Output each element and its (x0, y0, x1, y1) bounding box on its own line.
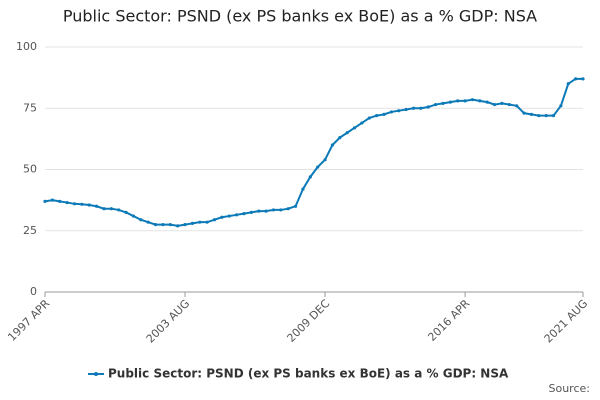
x-tick-label: 2009 DEC (285, 297, 333, 345)
x-tick-label: 2016 APR (425, 297, 472, 344)
data-point (426, 105, 430, 109)
data-point (227, 214, 231, 218)
x-tick-label: 2021 AUG (542, 297, 591, 346)
data-point (411, 106, 416, 110)
data-point (308, 175, 312, 179)
data-point (153, 223, 158, 227)
data-point (139, 218, 143, 222)
data-point (80, 202, 84, 206)
data-point (242, 212, 246, 216)
data-point (338, 136, 342, 140)
data-point (109, 207, 113, 211)
data-point (117, 208, 121, 212)
data-point (434, 102, 438, 107)
data-point (131, 214, 136, 218)
chart-title: Public Sector: PSND (ex PS banks ex BoE)… (63, 7, 537, 26)
data-point (463, 99, 467, 103)
x-tick-label: 2003 AUG (144, 297, 193, 346)
data-point (375, 114, 379, 118)
data-point (404, 107, 408, 112)
data-point (168, 223, 172, 227)
data-point (249, 210, 253, 214)
data-point (382, 112, 386, 116)
data-point (456, 99, 460, 103)
data-point (72, 202, 77, 206)
data-point (330, 143, 335, 147)
data-point (389, 110, 393, 114)
data-point (507, 102, 511, 107)
data-point (478, 99, 482, 103)
data-point (161, 223, 165, 227)
data-point (235, 213, 239, 217)
data-point (190, 221, 194, 225)
data-point (566, 82, 570, 86)
data-point (360, 121, 364, 125)
y-tick-label: 100 (16, 40, 37, 53)
data-point (205, 220, 209, 224)
data-point (544, 114, 548, 118)
data-point (212, 218, 217, 222)
data-point (485, 100, 489, 104)
data-point (65, 200, 69, 205)
data-point (58, 199, 62, 203)
data-point (352, 126, 357, 130)
data-point (581, 77, 585, 81)
y-tick-label: 0 (30, 285, 37, 298)
data-point (183, 223, 187, 227)
data-point (522, 111, 526, 115)
data-point (279, 208, 283, 212)
data-point (448, 100, 452, 104)
data-point (551, 114, 556, 118)
data-point (492, 102, 497, 107)
data-point (293, 204, 298, 208)
source-label: Source: (549, 382, 591, 395)
data-point (87, 203, 91, 207)
data-point (146, 220, 150, 224)
data-point (264, 209, 268, 213)
data-point (316, 165, 320, 169)
data-point (574, 77, 578, 81)
data-point (198, 220, 202, 224)
data-point (271, 208, 276, 212)
data-point (345, 131, 349, 135)
data-point (176, 224, 180, 228)
data-point (515, 104, 519, 108)
data-point (419, 106, 423, 110)
data-point (559, 104, 563, 108)
legend-marker (94, 372, 98, 376)
data-point (529, 112, 534, 116)
x-tick-label: 1997 APR (5, 297, 52, 344)
data-point (102, 207, 106, 211)
data-point (470, 98, 475, 102)
data-point (220, 215, 224, 219)
data-point (50, 198, 54, 202)
y-tick-label: 75 (23, 101, 37, 114)
data-point (537, 114, 541, 118)
data-point (441, 101, 445, 105)
data-point (286, 207, 290, 211)
data-point (94, 204, 99, 208)
data-point (367, 116, 371, 120)
y-tick-label: 50 (23, 163, 37, 176)
data-point (43, 199, 47, 203)
y-tick-label: 25 (23, 224, 37, 237)
data-point (257, 209, 261, 213)
data-point (124, 210, 128, 214)
legend-label: Public Sector: PSND (ex PS banks ex BoE)… (108, 367, 509, 381)
data-line (44, 77, 583, 227)
data-point (301, 187, 305, 191)
data-point (500, 101, 504, 105)
data-point (323, 158, 327, 162)
data-point (397, 109, 401, 113)
